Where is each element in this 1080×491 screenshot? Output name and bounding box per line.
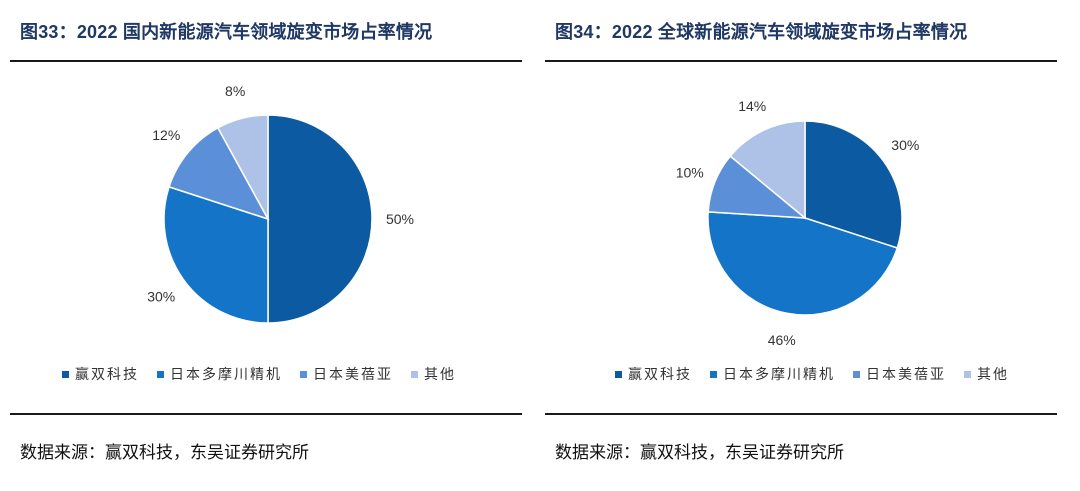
legend-swatch <box>62 371 69 378</box>
chart-title: 图34：2022 全球新能源汽车领域旋变市场占率情况 <box>555 18 967 44</box>
pie-chart-global: 30% 46% 10% 14% <box>545 62 1045 362</box>
legend-entry-4: 其他 <box>411 364 456 384</box>
pie-data-label-2: 46% <box>768 332 796 348</box>
legend-entry-3: 日本美蓓亚 <box>300 364 393 384</box>
source-note: 数据来源：赢双科技，东吴证券研究所 <box>20 438 309 463</box>
pie-chart-domestic: 50% 30% 12% 8% <box>10 62 510 362</box>
pie-data-label-4: 8% <box>225 83 245 99</box>
pie-slice-1 <box>268 115 372 323</box>
legend-label: 其他 <box>424 364 456 384</box>
legend-swatch <box>157 371 164 378</box>
legend-label: 日本多摩川精机 <box>723 364 835 384</box>
source-divider <box>10 413 522 415</box>
chart-title: 图33：2022 国内新能源汽车领域旋变市场占率情况 <box>20 18 432 44</box>
legend-swatch <box>964 371 971 378</box>
pie-data-label-4: 14% <box>738 98 766 114</box>
chart-panel-domestic: 图33：2022 国内新能源汽车领域旋变市场占率情况 50% 30% 12% 8% 赢… <box>10 0 510 491</box>
pie-data-label-3: 10% <box>676 164 704 180</box>
legend-label: 其他 <box>977 364 1009 384</box>
source-note: 数据来源：赢双科技，东吴证券研究所 <box>555 438 844 463</box>
legend-label: 日本美蓓亚 <box>313 364 393 384</box>
legend-swatch <box>411 371 418 378</box>
legend-swatch <box>710 371 717 378</box>
pie-data-label-1: 30% <box>891 137 919 153</box>
pie-data-label-2: 30% <box>147 289 175 305</box>
chart-panel-global: 图34：2022 全球新能源汽车领域旋变市场占率情况 30% 46% 10% 14% … <box>545 0 1045 491</box>
legend-entry-4: 其他 <box>964 364 1009 384</box>
legend-label: 赢双科技 <box>75 364 139 384</box>
source-divider <box>545 413 1057 415</box>
legend-label: 赢双科技 <box>628 364 692 384</box>
legend-swatch <box>615 371 622 378</box>
legend-swatch <box>853 371 860 378</box>
pie-data-label-3: 12% <box>152 127 180 143</box>
chart-legend: 赢双科技 日本多摩川精机 日本美蓓亚 其他 <box>615 364 1009 384</box>
legend-entry-3: 日本美蓓亚 <box>853 364 946 384</box>
legend-entry-1: 赢双科技 <box>62 364 139 384</box>
pie-data-label-1: 50% <box>386 211 414 227</box>
chart-legend: 赢双科技 日本多摩川精机 日本美蓓亚 其他 <box>62 364 456 384</box>
legend-label: 日本美蓓亚 <box>866 364 946 384</box>
legend-swatch <box>300 371 307 378</box>
legend-label: 日本多摩川精机 <box>170 364 282 384</box>
legend-entry-2: 日本多摩川精机 <box>157 364 282 384</box>
legend-entry-2: 日本多摩川精机 <box>710 364 835 384</box>
legend-entry-1: 赢双科技 <box>615 364 692 384</box>
